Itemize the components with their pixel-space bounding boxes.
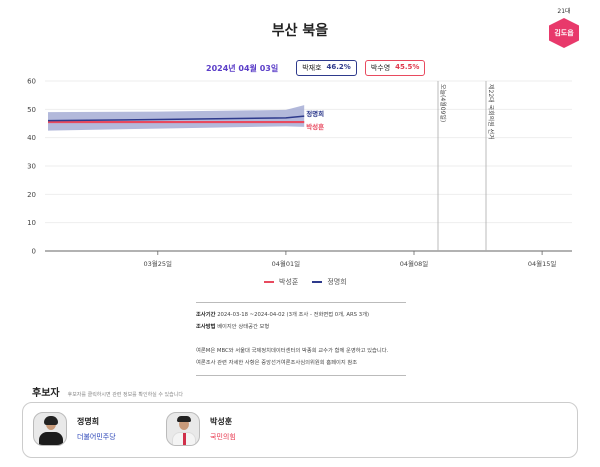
candidates-hint: 후보자를 클릭하시면 관련 정보를 확인하실 수 있습니다 [67, 392, 183, 398]
incumbent-hexagon-icon: 김도읍 [549, 18, 579, 48]
candidate-party: 더불어민주당 [77, 433, 116, 441]
chart-header: 2024년 04월 03일 박재호 46.2% 박수영 45.5% [206, 60, 426, 76]
candidates-title: 후보자 [32, 388, 60, 399]
legend-line-icon [312, 281, 323, 283]
value-pill-blue: 박재호 46.2% [296, 60, 357, 76]
event-label: 제22대 국회의원 선거 [487, 84, 495, 140]
period-label: 조사기간 [196, 312, 216, 318]
y-tick-label: 40 [27, 134, 36, 142]
pill-value: 46.2% [326, 63, 351, 71]
candidate-card-2[interactable]: 박성훈 국민의힘 [166, 412, 236, 446]
method-label: 조사방법 [196, 324, 216, 330]
candidates-header: 후보자 후보자를 클릭하시면 관련 정보를 확인하실 수 있습니다 [32, 384, 183, 399]
legend-item-blue[interactable]: 정명희 [312, 277, 347, 287]
candidate-card-1[interactable]: 정명희 더불어민주당 [33, 412, 116, 446]
y-tick-label: 30 [27, 163, 36, 171]
candidate-name: 박성훈 [210, 417, 233, 426]
y-tick-label: 20 [27, 191, 36, 199]
method-value: 베이지안 상태공간 모형 [217, 324, 270, 330]
series-end-label: 박성훈 [306, 122, 324, 131]
pill-name: 박수영 [370, 64, 391, 72]
confidence-band [48, 105, 305, 131]
legend-line-icon [264, 281, 274, 283]
survey-info: 조사기간 2024-03-18 ~2024-04-02 (3개 조사 - 전화면… [196, 302, 406, 376]
incumbent-name: 김도읍 [554, 29, 574, 37]
value-pill-red: 박수영 45.5% [364, 60, 426, 76]
chart-legend: 박성훈 정명희 [264, 277, 347, 287]
poll-chart[interactable]: 0 10 20 30 40 50 60 03월25일 04월01일 04월08일 04월15일 오늘(… [0, 70, 600, 270]
series-line[interactable] [47, 115, 305, 122]
x-tick-label: 03월25일 [144, 259, 173, 268]
x-tick-label: 04월15일 [528, 259, 557, 268]
incumbent-badge: 21대 김도읍 [548, 6, 580, 48]
pill-value: 45.5% [395, 63, 420, 71]
candidates-panel: 정명희 더불어민주당 박성훈 국민의힘 [22, 402, 578, 458]
series-end-label: 정명희 [306, 109, 324, 118]
note-2: 여론조사 관련 자세한 사항은 중앙선거여론조사심의위원회 홈페이지 참조 [196, 360, 358, 366]
event-label: 오늘(4월09일) [439, 84, 447, 122]
candidate-photo [166, 412, 200, 446]
district-title: 부산 북을 [271, 23, 329, 39]
period-value: 2024-03-18 ~2024-04-02 (3개 조사 - 전화면접 0개,… [217, 312, 370, 318]
y-tick-label: 10 [27, 219, 36, 227]
note-1: 여론M은 MBC와 서울대 국제정치데이터센터의 박종희 교수가 함께 운영하고… [196, 348, 389, 354]
y-tick-label: 60 [27, 78, 36, 86]
survey-method: 조사방법 베이지안 상태공간 모형 [196, 321, 406, 333]
hover-date: 2024년 04월 03일 [206, 63, 279, 73]
pill-name: 박재호 [302, 64, 322, 72]
survey-period: 조사기간 2024-03-18 ~2024-04-02 (3개 조사 - 전화면… [196, 309, 406, 321]
candidate-party: 국민의힘 [210, 433, 236, 441]
incumbent-term: 21대 [557, 8, 571, 15]
x-tick-label: 04월08일 [400, 259, 429, 268]
legend-label: 정명희 [327, 278, 347, 286]
x-tick-label: 04월01일 [272, 259, 301, 268]
y-tick-label: 0 [32, 248, 36, 256]
candidate-photo [33, 412, 67, 446]
legend-item-red[interactable]: 박성훈 [264, 277, 298, 287]
y-tick-label: 50 [27, 106, 36, 114]
candidate-name: 정명희 [77, 417, 100, 426]
legend-label: 박성훈 [279, 278, 299, 286]
